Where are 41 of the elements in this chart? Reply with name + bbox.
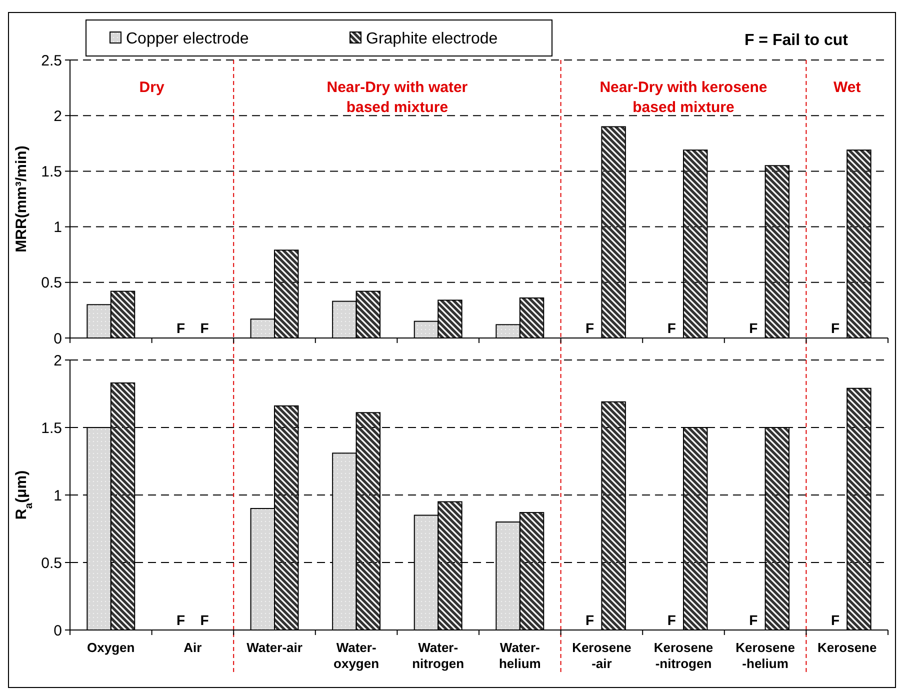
text: F — [200, 612, 209, 628]
annotation: Near-Dry with kerosene based mixture — [600, 79, 768, 116]
y-tick-label: 1.5 — [41, 420, 62, 437]
y-tick-label: 1 — [54, 219, 62, 236]
legend-label: Copper electrode — [126, 30, 249, 48]
x-tick-label: Water- helium — [498, 640, 541, 671]
y-tick-label: 0 — [54, 622, 62, 640]
text: F — [176, 612, 186, 628]
x-tick-label: Kerosene -helium — [736, 640, 795, 671]
y-axis-title: MRR(mm³/min) — [13, 146, 30, 252]
annotation: Near-Dry with water based mixture — [326, 79, 468, 116]
y-tick-label: 2 — [54, 108, 62, 125]
x-tick-label: Kerosene — [817, 640, 877, 655]
x-tick-label: Water-air — [246, 640, 302, 655]
y-tick-label: 0 — [54, 330, 62, 348]
text: F — [200, 320, 209, 336]
text: F = Fail to cut — [744, 32, 849, 49]
text: F — [749, 612, 758, 628]
x-tick-label: Air — [184, 640, 202, 655]
y-tick-label: 0.5 — [41, 274, 62, 292]
text: F — [176, 320, 186, 336]
y-tick-label: 2.5 — [41, 52, 62, 70]
y-tick-label: 2 — [54, 352, 62, 370]
x-tick-label: Water- nitrogen — [412, 640, 464, 671]
annotation: Dry — [139, 79, 165, 96]
text: F — [667, 612, 676, 628]
text: F — [830, 320, 840, 336]
text: F — [667, 320, 676, 336]
legend-label: Graphite electrode — [366, 30, 498, 48]
text: F — [749, 320, 758, 336]
x-tick-label: Kerosene -air — [572, 640, 632, 671]
x-tick-label: Water- oxygen — [334, 640, 380, 671]
text: F — [586, 612, 594, 628]
text: F — [830, 612, 840, 628]
y-tick-label: 1 — [54, 487, 62, 504]
x-tick-label: Oxygen — [87, 640, 135, 655]
y-tick-label: 0.5 — [41, 554, 62, 572]
x-tick-label: Kerosene -nitrogen — [654, 640, 714, 671]
y-tick-label: 1.5 — [41, 163, 62, 180]
text: F — [586, 320, 594, 336]
annotation: Wet — [833, 79, 861, 96]
